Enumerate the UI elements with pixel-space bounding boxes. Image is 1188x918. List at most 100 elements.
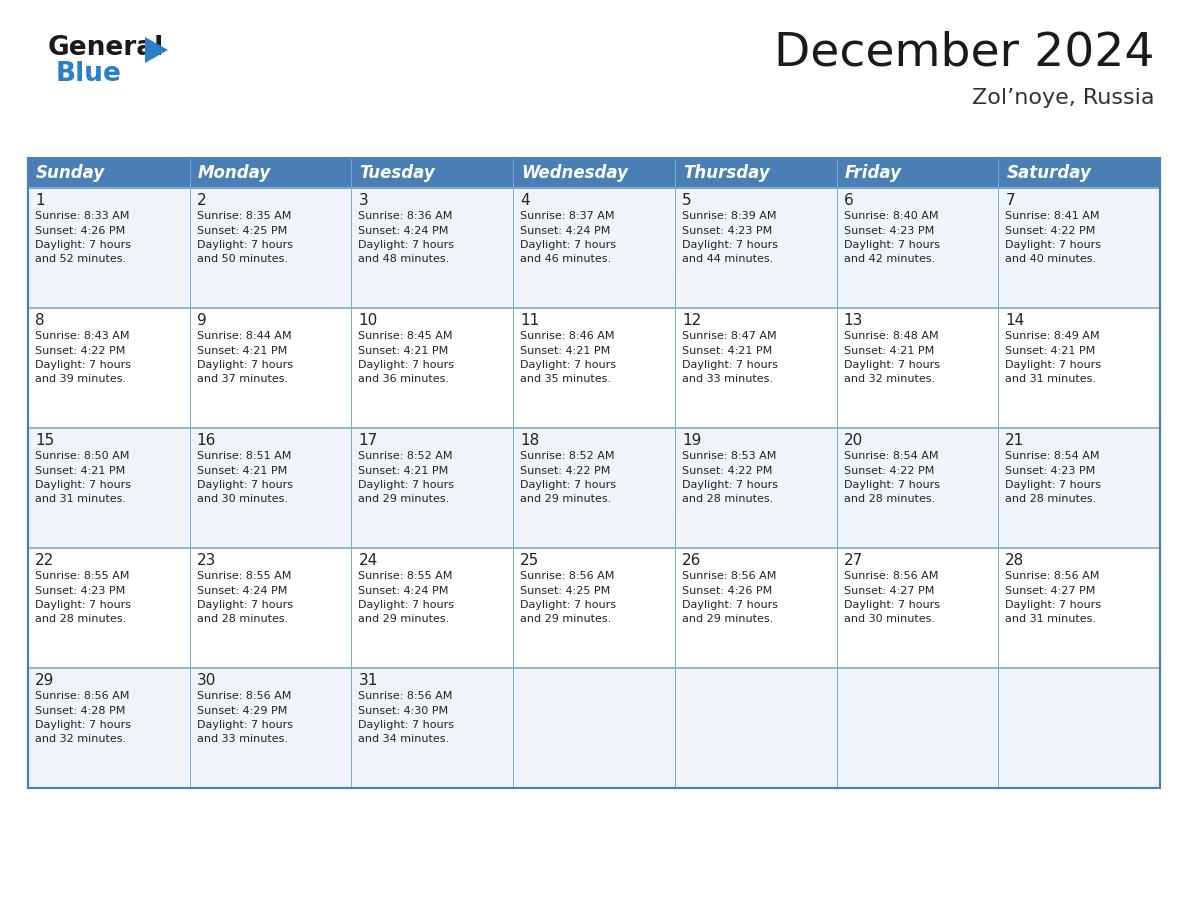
Text: 1: 1 [34, 193, 45, 208]
Text: Sunset: 4:29 PM: Sunset: 4:29 PM [197, 706, 287, 715]
Bar [998, 548, 1159, 668]
Text: 27: 27 [843, 553, 862, 568]
Text: Daylight: 7 hours: Daylight: 7 hours [34, 600, 131, 610]
Text: and 34 minutes.: and 34 minutes. [359, 734, 449, 744]
Text: 24: 24 [359, 553, 378, 568]
Text: 18: 18 [520, 433, 539, 448]
Text: Tuesday: Tuesday [360, 164, 435, 182]
Bar [190, 548, 352, 668]
Text: and 31 minutes.: and 31 minutes. [34, 495, 126, 505]
Text: Sunset: 4:26 PM: Sunset: 4:26 PM [682, 586, 772, 596]
Text: Daylight: 7 hours: Daylight: 7 hours [682, 360, 778, 370]
Text: Blue: Blue [56, 61, 122, 87]
Text: Sunrise: 8:40 AM: Sunrise: 8:40 AM [843, 211, 939, 221]
Text: Sunrise: 8:36 AM: Sunrise: 8:36 AM [359, 211, 453, 221]
Text: Sunset: 4:21 PM: Sunset: 4:21 PM [197, 345, 287, 355]
Text: Sunset: 4:21 PM: Sunset: 4:21 PM [359, 345, 449, 355]
Text: 12: 12 [682, 313, 701, 328]
Text: and 28 minutes.: and 28 minutes. [682, 495, 773, 505]
Text: Sunrise: 8:56 AM: Sunrise: 8:56 AM [682, 571, 776, 581]
Text: Thursday: Thursday [683, 164, 770, 182]
Text: Daylight: 7 hours: Daylight: 7 hours [359, 480, 455, 490]
Bar [998, 428, 1159, 548]
Text: Daylight: 7 hours: Daylight: 7 hours [843, 360, 940, 370]
Text: Sunset: 4:22 PM: Sunset: 4:22 PM [843, 465, 934, 476]
Text: Sunrise: 8:45 AM: Sunrise: 8:45 AM [359, 331, 453, 341]
Text: 19: 19 [682, 433, 701, 448]
Text: and 29 minutes.: and 29 minutes. [682, 614, 773, 624]
Text: Sunset: 4:21 PM: Sunset: 4:21 PM [197, 465, 287, 476]
Text: Daylight: 7 hours: Daylight: 7 hours [197, 720, 292, 730]
Text: Daylight: 7 hours: Daylight: 7 hours [682, 600, 778, 610]
Text: and 44 minutes.: and 44 minutes. [682, 254, 773, 264]
Text: 31: 31 [359, 673, 378, 688]
Text: Sunrise: 8:55 AM: Sunrise: 8:55 AM [359, 571, 453, 581]
Text: Sunset: 4:21 PM: Sunset: 4:21 PM [682, 345, 772, 355]
Text: Sunset: 4:24 PM: Sunset: 4:24 PM [359, 226, 449, 236]
Text: and 31 minutes.: and 31 minutes. [1005, 375, 1097, 385]
Bar [29, 188, 190, 308]
Polygon shape [145, 37, 168, 63]
Bar [513, 308, 675, 428]
Text: Daylight: 7 hours: Daylight: 7 hours [1005, 360, 1101, 370]
Bar [513, 668, 675, 788]
Text: Daylight: 7 hours: Daylight: 7 hours [359, 240, 455, 250]
Text: Daylight: 7 hours: Daylight: 7 hours [34, 240, 131, 250]
Bar [675, 188, 836, 308]
Text: 3: 3 [359, 193, 368, 208]
Text: and 39 minutes.: and 39 minutes. [34, 375, 126, 385]
Text: Sunset: 4:23 PM: Sunset: 4:23 PM [1005, 465, 1095, 476]
Text: Daylight: 7 hours: Daylight: 7 hours [520, 360, 617, 370]
Text: Sunset: 4:21 PM: Sunset: 4:21 PM [520, 345, 611, 355]
Text: Sunset: 4:23 PM: Sunset: 4:23 PM [682, 226, 772, 236]
Text: Sunrise: 8:49 AM: Sunrise: 8:49 AM [1005, 331, 1100, 341]
Text: 28: 28 [1005, 553, 1024, 568]
Bar [29, 308, 190, 428]
Text: Sunday: Sunday [36, 164, 106, 182]
Text: Sunrise: 8:35 AM: Sunrise: 8:35 AM [197, 211, 291, 221]
Text: 15: 15 [34, 433, 55, 448]
Text: and 29 minutes.: and 29 minutes. [520, 495, 612, 505]
Text: and 50 minutes.: and 50 minutes. [197, 254, 287, 264]
Text: 13: 13 [843, 313, 862, 328]
Bar [352, 428, 513, 548]
Text: Daylight: 7 hours: Daylight: 7 hours [682, 240, 778, 250]
Text: and 28 minutes.: and 28 minutes. [34, 614, 126, 624]
Text: Sunset: 4:22 PM: Sunset: 4:22 PM [1005, 226, 1095, 236]
Text: 8: 8 [34, 313, 45, 328]
Text: 16: 16 [197, 433, 216, 448]
Bar [836, 668, 998, 788]
Text: December 2024: December 2024 [775, 30, 1155, 75]
Text: Daylight: 7 hours: Daylight: 7 hours [359, 720, 455, 730]
Text: Daylight: 7 hours: Daylight: 7 hours [1005, 600, 1101, 610]
Text: 26: 26 [682, 553, 701, 568]
Text: and 29 minutes.: and 29 minutes. [359, 614, 450, 624]
Text: 5: 5 [682, 193, 691, 208]
Text: Sunrise: 8:53 AM: Sunrise: 8:53 AM [682, 451, 776, 461]
Text: and 40 minutes.: and 40 minutes. [1005, 254, 1097, 264]
Text: Daylight: 7 hours: Daylight: 7 hours [1005, 240, 1101, 250]
Bar [29, 548, 190, 668]
Text: Sunrise: 8:33 AM: Sunrise: 8:33 AM [34, 211, 129, 221]
Text: 23: 23 [197, 553, 216, 568]
Text: 22: 22 [34, 553, 55, 568]
Text: Sunrise: 8:56 AM: Sunrise: 8:56 AM [34, 691, 129, 701]
Text: Sunrise: 8:46 AM: Sunrise: 8:46 AM [520, 331, 614, 341]
Text: Sunrise: 8:43 AM: Sunrise: 8:43 AM [34, 331, 129, 341]
Bar [190, 668, 352, 788]
Bar [998, 668, 1159, 788]
Text: Daylight: 7 hours: Daylight: 7 hours [197, 240, 292, 250]
Text: and 31 minutes.: and 31 minutes. [1005, 614, 1097, 624]
Text: Sunrise: 8:52 AM: Sunrise: 8:52 AM [359, 451, 453, 461]
Text: Daylight: 7 hours: Daylight: 7 hours [34, 360, 131, 370]
Text: and 42 minutes.: and 42 minutes. [843, 254, 935, 264]
Text: Sunrise: 8:39 AM: Sunrise: 8:39 AM [682, 211, 776, 221]
Bar [998, 308, 1159, 428]
Text: Daylight: 7 hours: Daylight: 7 hours [520, 600, 617, 610]
Text: Sunrise: 8:47 AM: Sunrise: 8:47 AM [682, 331, 777, 341]
Text: Daylight: 7 hours: Daylight: 7 hours [843, 600, 940, 610]
Text: 30: 30 [197, 673, 216, 688]
Text: Sunrise: 8:56 AM: Sunrise: 8:56 AM [843, 571, 939, 581]
Text: 21: 21 [1005, 433, 1024, 448]
Text: Zol’noye, Russia: Zol’noye, Russia [973, 88, 1155, 108]
